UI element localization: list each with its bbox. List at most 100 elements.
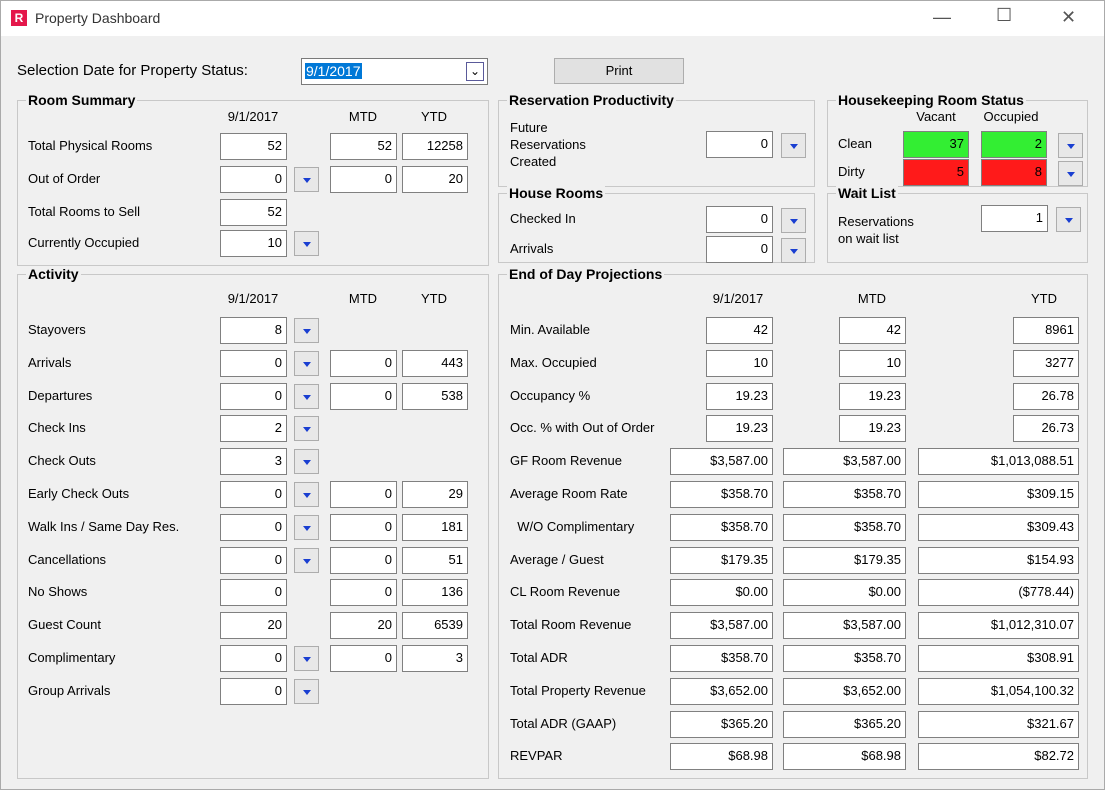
ytd-value[interactable]: 3 xyxy=(402,645,468,672)
maximize-button[interactable]: ☐ xyxy=(996,5,1013,25)
ytd-value[interactable]: 8961 xyxy=(1013,317,1079,344)
dropdown-button[interactable] xyxy=(294,482,319,507)
dropdown-button[interactable] xyxy=(294,547,319,573)
day-value[interactable]: 2 xyxy=(220,415,287,443)
house-rooms-value[interactable]: 0 xyxy=(706,206,773,233)
mtd-value[interactable]: $358.70 xyxy=(783,645,906,672)
minimize-button[interactable]: — xyxy=(933,7,951,27)
day-value[interactable]: 0 xyxy=(220,579,287,607)
mtd-value[interactable]: 0 xyxy=(330,579,397,607)
day-value[interactable]: $179.35 xyxy=(670,546,773,574)
mtd-value[interactable]: $0.00 xyxy=(783,579,906,607)
ytd-value[interactable]: ($778.44) xyxy=(918,579,1079,607)
ytd-value[interactable]: $309.43 xyxy=(918,513,1079,541)
ytd-value[interactable]: $82.72 xyxy=(918,743,1079,771)
mtd-value[interactable]: 0 xyxy=(330,166,397,193)
dropdown-button[interactable] xyxy=(294,514,319,540)
mtd-value[interactable]: $358.70 xyxy=(783,513,906,541)
ytd-value[interactable]: 443 xyxy=(402,349,468,377)
mtd-value[interactable]: $179.35 xyxy=(783,546,906,574)
day-value[interactable]: 0 xyxy=(220,349,287,377)
mtd-value[interactable]: $3,652.00 xyxy=(783,677,906,705)
day-value[interactable]: $358.70 xyxy=(670,645,773,672)
mtd-value[interactable]: $365.20 xyxy=(783,710,906,738)
ytd-value[interactable]: 136 xyxy=(402,579,468,607)
dropdown-button[interactable] xyxy=(781,208,806,233)
mtd-value[interactable]: 0 xyxy=(330,349,397,377)
ytd-value[interactable]: $1,054,100.32 xyxy=(918,677,1079,705)
ytd-value[interactable]: 20 xyxy=(402,166,468,193)
ytd-value[interactable]: 3277 xyxy=(1013,349,1079,377)
day-value[interactable]: $0.00 xyxy=(670,579,773,607)
day-value[interactable]: 8 xyxy=(220,317,287,344)
dropdown-button[interactable] xyxy=(294,231,319,256)
room-status-value[interactable]: 8 xyxy=(981,159,1047,186)
day-value[interactable]: 0 xyxy=(220,645,287,672)
dropdown-button[interactable] xyxy=(781,133,806,158)
close-button[interactable]: ✕ xyxy=(1061,7,1077,27)
day-value[interactable]: 19.23 xyxy=(706,382,773,410)
dropdown-button[interactable] xyxy=(294,167,319,192)
day-value[interactable]: 42 xyxy=(706,317,773,344)
ytd-value[interactable]: 26.78 xyxy=(1013,382,1079,410)
day-value[interactable]: 0 xyxy=(220,481,287,508)
dropdown-button[interactable] xyxy=(294,318,319,343)
dropdown-button[interactable] xyxy=(294,383,319,409)
dropdown-button[interactable] xyxy=(294,416,319,442)
day-value[interactable]: 0 xyxy=(220,166,287,193)
ytd-value[interactable]: $1,012,310.07 xyxy=(918,612,1079,640)
day-value[interactable]: $358.70 xyxy=(670,481,773,508)
day-value[interactable]: $365.20 xyxy=(670,710,773,738)
dropdown-button[interactable] xyxy=(294,350,319,376)
mtd-value[interactable]: 19.23 xyxy=(839,415,906,443)
room-status-value[interactable]: 5 xyxy=(903,159,969,186)
day-value[interactable]: 3 xyxy=(220,448,287,476)
ytd-value[interactable]: 6539 xyxy=(402,612,468,640)
day-value[interactable]: 52 xyxy=(220,133,287,160)
day-value[interactable]: 52 xyxy=(220,199,287,226)
ytd-value[interactable]: 538 xyxy=(402,382,468,410)
dropdown-button[interactable] xyxy=(294,449,319,475)
mtd-value[interactable]: $358.70 xyxy=(783,481,906,508)
mtd-value[interactable]: $68.98 xyxy=(783,743,906,771)
print-button[interactable]: Print xyxy=(554,58,684,84)
day-value[interactable]: $68.98 xyxy=(670,743,773,771)
dropdown-button[interactable] xyxy=(1058,161,1083,186)
ytd-value[interactable]: $154.93 xyxy=(918,546,1079,574)
mtd-value[interactable]: 0 xyxy=(330,481,397,508)
mtd-value[interactable]: 0 xyxy=(330,513,397,541)
ytd-value[interactable]: $1,013,088.51 xyxy=(918,448,1079,476)
dropdown-button[interactable] xyxy=(1056,207,1081,232)
ytd-value[interactable]: 12258 xyxy=(402,133,468,160)
room-status-value[interactable]: 2 xyxy=(981,131,1047,158)
ytd-value[interactable]: 51 xyxy=(402,546,468,574)
mtd-value[interactable]: 42 xyxy=(839,317,906,344)
mtd-value[interactable]: 10 xyxy=(839,349,906,377)
day-value[interactable]: 19.23 xyxy=(706,415,773,443)
ytd-value[interactable]: 26.73 xyxy=(1013,415,1079,443)
mtd-value[interactable]: 20 xyxy=(330,612,397,640)
day-value[interactable]: 10 xyxy=(220,230,287,257)
ytd-value[interactable]: 181 xyxy=(402,513,468,541)
day-value[interactable]: 0 xyxy=(220,546,287,574)
dropdown-button[interactable] xyxy=(781,238,806,263)
dropdown-button[interactable] xyxy=(294,678,319,704)
mtd-value[interactable]: 0 xyxy=(330,546,397,574)
mtd-value[interactable]: $3,587.00 xyxy=(783,448,906,476)
ytd-value[interactable]: $308.91 xyxy=(918,645,1079,672)
wait-list-value[interactable]: 1 xyxy=(981,205,1048,232)
room-status-value[interactable]: 37 xyxy=(903,131,969,158)
house-rooms-value[interactable]: 0 xyxy=(706,236,773,263)
day-value[interactable]: 0 xyxy=(220,382,287,410)
day-value[interactable]: $3,587.00 xyxy=(670,448,773,476)
day-value[interactable]: 10 xyxy=(706,349,773,377)
mtd-value[interactable]: 52 xyxy=(330,133,397,160)
mtd-value[interactable]: 19.23 xyxy=(839,382,906,410)
reservations-created-value[interactable]: 0 xyxy=(706,131,773,158)
ytd-value[interactable]: $309.15 xyxy=(918,481,1079,508)
ytd-value[interactable]: $321.67 xyxy=(918,710,1079,738)
day-value[interactable]: 0 xyxy=(220,513,287,541)
ytd-value[interactable]: 29 xyxy=(402,481,468,508)
mtd-value[interactable]: 0 xyxy=(330,382,397,410)
date-dropdown[interactable]: ⌄ xyxy=(466,62,484,81)
